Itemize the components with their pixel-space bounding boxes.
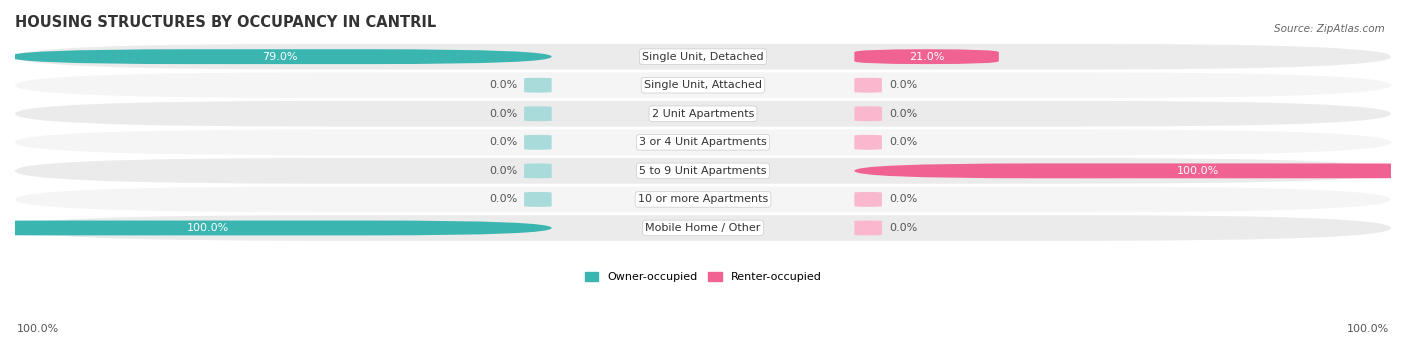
FancyBboxPatch shape: [524, 78, 551, 93]
Text: 0.0%: 0.0%: [889, 137, 917, 147]
FancyBboxPatch shape: [855, 49, 998, 64]
Text: 10 or more Apartments: 10 or more Apartments: [638, 194, 768, 204]
FancyBboxPatch shape: [524, 135, 551, 150]
FancyBboxPatch shape: [15, 101, 1391, 127]
FancyBboxPatch shape: [524, 163, 551, 178]
Text: 100.0%: 100.0%: [1177, 166, 1219, 176]
Legend: Owner-occupied, Renter-occupied: Owner-occupied, Renter-occupied: [581, 267, 825, 287]
FancyBboxPatch shape: [855, 106, 882, 121]
FancyBboxPatch shape: [15, 72, 1391, 98]
Text: 100.0%: 100.0%: [17, 324, 59, 334]
FancyBboxPatch shape: [855, 163, 1406, 178]
FancyBboxPatch shape: [524, 106, 551, 121]
FancyBboxPatch shape: [15, 130, 1391, 155]
Text: 0.0%: 0.0%: [889, 194, 917, 204]
Text: 0.0%: 0.0%: [889, 223, 917, 233]
FancyBboxPatch shape: [15, 215, 1391, 241]
Text: 0.0%: 0.0%: [889, 80, 917, 90]
FancyBboxPatch shape: [524, 192, 551, 207]
FancyBboxPatch shape: [8, 49, 551, 64]
Text: Mobile Home / Other: Mobile Home / Other: [645, 223, 761, 233]
Text: 21.0%: 21.0%: [908, 52, 945, 62]
FancyBboxPatch shape: [855, 221, 882, 235]
FancyBboxPatch shape: [15, 44, 1391, 70]
Text: 0.0%: 0.0%: [489, 166, 517, 176]
FancyBboxPatch shape: [855, 192, 882, 207]
FancyBboxPatch shape: [855, 78, 882, 93]
Text: Single Unit, Attached: Single Unit, Attached: [644, 80, 762, 90]
Text: HOUSING STRUCTURES BY OCCUPANCY IN CANTRIL: HOUSING STRUCTURES BY OCCUPANCY IN CANTR…: [15, 15, 436, 30]
Text: 100.0%: 100.0%: [1347, 324, 1389, 334]
Text: 100.0%: 100.0%: [187, 223, 229, 233]
Text: 3 or 4 Unit Apartments: 3 or 4 Unit Apartments: [640, 137, 766, 147]
Text: 0.0%: 0.0%: [489, 194, 517, 204]
FancyBboxPatch shape: [0, 221, 551, 235]
Text: Source: ZipAtlas.com: Source: ZipAtlas.com: [1274, 24, 1385, 34]
Text: 2 Unit Apartments: 2 Unit Apartments: [652, 109, 754, 119]
Text: 0.0%: 0.0%: [889, 109, 917, 119]
FancyBboxPatch shape: [15, 158, 1391, 184]
FancyBboxPatch shape: [855, 135, 882, 150]
Text: 79.0%: 79.0%: [262, 52, 298, 62]
Text: Single Unit, Detached: Single Unit, Detached: [643, 52, 763, 62]
Text: 5 to 9 Unit Apartments: 5 to 9 Unit Apartments: [640, 166, 766, 176]
Text: 0.0%: 0.0%: [489, 80, 517, 90]
FancyBboxPatch shape: [15, 187, 1391, 212]
Text: 0.0%: 0.0%: [489, 137, 517, 147]
Text: 0.0%: 0.0%: [489, 109, 517, 119]
